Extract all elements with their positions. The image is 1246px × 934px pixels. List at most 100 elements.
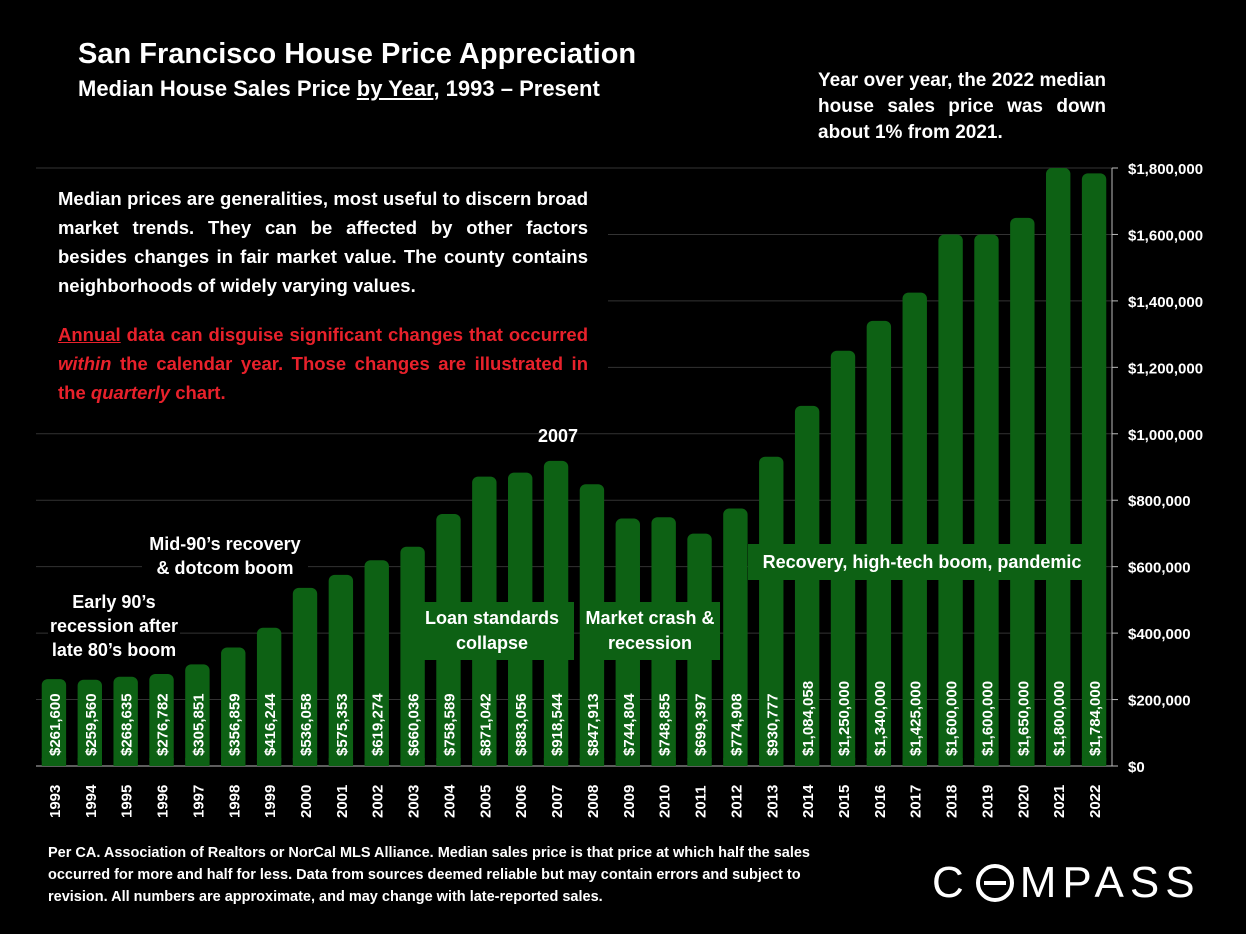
bar-base [866,758,892,766]
annotation-market-crash: Market crash & recession [580,602,720,660]
bar-base [938,758,963,766]
bar-base [364,758,389,766]
bar-base [687,758,712,766]
subtitle-underlined: by Year [356,76,434,101]
data-label: $1,425,000 [908,681,925,756]
data-label: $259,560 [83,693,100,756]
bar-base [759,758,784,766]
bar-base [77,758,102,766]
bar-base [436,758,461,766]
data-label: $1,600,000 [979,681,996,756]
bar-base [400,758,425,766]
bar-base [615,758,640,766]
annotation-2007: 2007 [537,426,579,446]
category-label: 1993 [47,785,64,818]
note-annual: Annual data can disguise significant cha… [58,320,588,407]
category-label: 2014 [800,784,817,818]
chart-subtitle: Median House Sales Price by Year, 1993 –… [78,76,600,102]
data-label: $1,600,000 [944,681,961,756]
data-label: $847,913 [585,693,602,756]
y-tick-label: $1,200,000 [1128,360,1203,377]
annotation-loan-standards: Loan standards collapse [410,602,574,660]
category-label: 2004 [441,784,458,818]
bar-base [41,758,67,766]
logo-rest: MPASS [1019,858,1201,907]
category-label: 2007 [549,785,566,818]
logo-c: C [932,858,970,907]
data-label: $871,042 [477,693,494,756]
note-annual-italic-quarterly: quarterly [90,382,171,403]
bar-base [508,758,533,766]
logo-o-icon [975,864,1014,902]
annotation-recovery: Recovery, high-tech boom, pandemic [748,544,1096,580]
note-annual-part-c: chart. [170,382,226,403]
data-label: $305,851 [190,693,207,756]
category-label: 1997 [190,785,207,818]
data-label: $660,036 [406,693,423,756]
yoy-note: Year over year, the 2022 median house sa… [818,70,1106,143]
data-label: $883,056 [513,693,530,756]
category-label: 2021 [1051,785,1068,818]
data-label: $276,782 [155,693,172,756]
note-generalities: Median prices are generalities, most use… [58,188,588,296]
y-tick-label: $1,800,000 [1128,161,1203,178]
bar [77,679,102,766]
category-label: 2011 [693,785,710,818]
bar-base [830,758,856,766]
data-label: $1,250,000 [836,681,853,756]
data-label: $918,544 [549,693,566,756]
bar-base [221,758,246,766]
bar-base [472,758,497,766]
data-label: $416,244 [262,693,279,756]
subtitle-pre: Median House Sales Price [78,76,357,101]
bar [41,679,67,766]
category-label: 2003 [406,785,423,818]
bar-base [185,758,210,766]
bar-base [794,758,820,766]
bar [902,292,927,766]
bar-base [113,758,138,766]
category-label: 2018 [944,785,961,818]
category-label: 2019 [979,785,996,818]
bar-base [256,758,282,766]
category-label: 2020 [1015,785,1032,818]
chart-title: San Francisco House Price Appreciation [78,38,637,70]
bar [364,560,389,766]
category-label: 2005 [477,785,494,818]
bar-base [1046,758,1071,766]
bar [1010,217,1035,767]
data-label: $1,084,058 [800,681,817,756]
bar [759,456,784,766]
bar-base [974,758,999,766]
bar [794,405,820,766]
bar-base [1010,758,1035,766]
subtitle-post: , 1993 – Present [433,76,600,101]
category-label: 1999 [262,785,279,818]
bar-base [149,758,174,766]
bar-base [723,758,748,766]
bar [149,674,174,766]
data-label: $268,635 [119,693,136,756]
category-label: 2001 [334,785,351,818]
compass-logo: C MPASS [932,858,1201,908]
bar-base [902,758,927,766]
category-label: 2013 [764,785,781,818]
notes-box: Median prices are generalities, most use… [36,172,608,410]
y-tick-label: $400,000 [1128,626,1191,643]
data-label: $261,600 [47,693,64,756]
category-label: 1995 [119,785,136,818]
data-label: $1,800,000 [1051,681,1068,756]
annotation-early-90s: Early 90’s recession after late 80’s boo… [48,588,180,664]
category-label: 2016 [872,785,889,818]
category-label: 2006 [513,785,530,818]
annotation-mid-90s: Mid-90’s recovery & dotcom boom [142,532,308,580]
category-label: 2015 [836,785,853,818]
category-label: 2002 [370,785,387,818]
bar [113,676,138,766]
y-tick-label: $0 [1128,759,1145,776]
data-label: $1,340,000 [872,681,889,756]
bar [1081,173,1107,766]
category-label: 2009 [621,785,638,818]
data-label: $758,589 [441,693,458,756]
